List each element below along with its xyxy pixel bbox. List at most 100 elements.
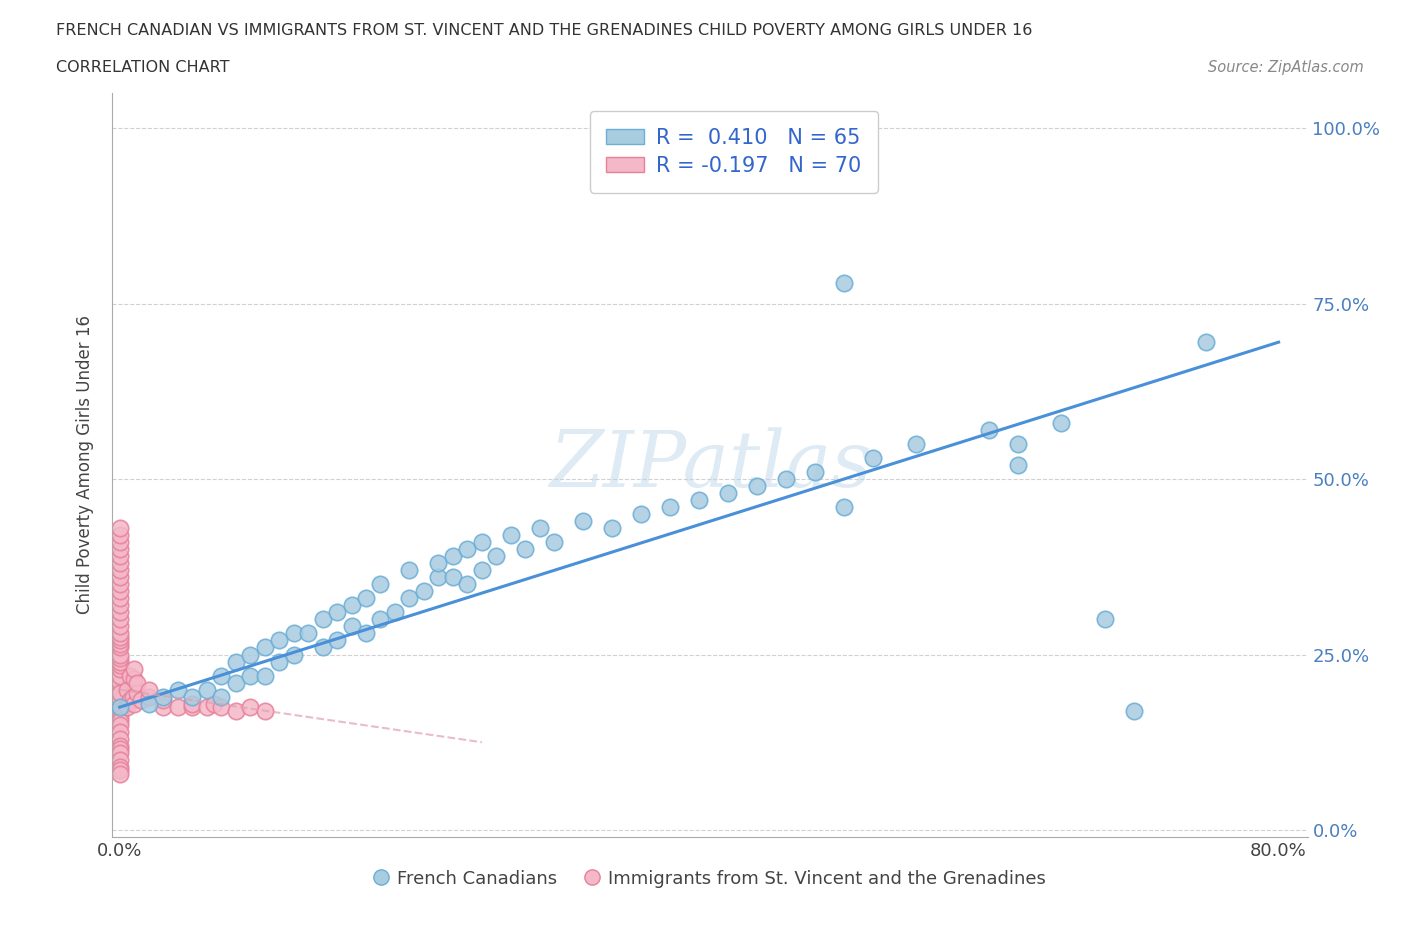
Point [108, 717, 131, 732]
Point [138, 689, 160, 704]
Point [115, 683, 138, 698]
Point [832, 499, 855, 514]
Point [600, 521, 623, 536]
Point [108, 745, 131, 760]
Point [115, 699, 138, 714]
Point [529, 521, 551, 536]
Point [354, 591, 377, 605]
Point [471, 535, 494, 550]
Point [108, 683, 131, 698]
Point [326, 633, 349, 648]
Point [181, 697, 204, 711]
Point [131, 693, 153, 708]
Point [108, 697, 131, 711]
Point [209, 689, 232, 704]
Point [905, 436, 928, 451]
Point [181, 699, 204, 714]
Point [108, 654, 131, 669]
Point [118, 668, 141, 683]
Point [977, 422, 1000, 437]
Point [122, 661, 145, 676]
Point [108, 658, 131, 672]
Point [652, 141, 675, 156]
Point [225, 654, 247, 669]
Point [108, 651, 131, 666]
Point [108, 591, 131, 605]
Point [108, 563, 131, 578]
Point [108, 724, 131, 739]
Point [427, 556, 450, 571]
Point [311, 640, 333, 655]
Point [108, 760, 131, 775]
Point [166, 699, 188, 714]
Point [166, 683, 188, 698]
Point [572, 513, 595, 528]
Point [384, 604, 406, 619]
Point [108, 699, 131, 714]
Point [239, 647, 262, 662]
Point [108, 542, 131, 557]
Text: FRENCH CANADIAN VS IMMIGRANTS FROM ST. VINCENT AND THE GRENADINES CHILD POVERTY : FRENCH CANADIAN VS IMMIGRANTS FROM ST. V… [56, 23, 1032, 38]
Legend: French Canadians, Immigrants from St. Vincent and the Grenadines: French Canadians, Immigrants from St. Vi… [367, 862, 1053, 895]
Point [108, 527, 131, 542]
Point [441, 570, 464, 585]
Point [1050, 416, 1073, 431]
Point [108, 693, 131, 708]
Point [108, 647, 131, 662]
Point [441, 549, 464, 564]
Point [630, 507, 652, 522]
Point [108, 570, 131, 585]
Point [267, 654, 290, 669]
Point [804, 465, 827, 480]
Point [413, 584, 436, 599]
Point [118, 693, 141, 708]
Point [427, 570, 450, 585]
Point [108, 535, 131, 550]
Point [398, 563, 420, 578]
Point [108, 619, 131, 634]
Text: ZIPatlas: ZIPatlas [548, 427, 872, 503]
Point [108, 675, 131, 690]
Point [225, 703, 247, 718]
Point [832, 275, 855, 290]
Point [108, 699, 131, 714]
Y-axis label: Child Poverty Among Girls Under 16: Child Poverty Among Girls Under 16 [76, 315, 94, 615]
Point [108, 707, 131, 722]
Point [1094, 612, 1116, 627]
Point [195, 699, 218, 714]
Point [253, 703, 276, 718]
Point [267, 633, 290, 648]
Point [862, 450, 884, 465]
Point [108, 763, 131, 777]
Point [108, 711, 131, 725]
Point [209, 668, 232, 683]
Point [543, 535, 565, 550]
Point [108, 742, 131, 757]
Point [108, 556, 131, 571]
Point [485, 549, 508, 564]
Point [239, 699, 262, 714]
Point [225, 675, 247, 690]
Point [108, 626, 131, 641]
Point [152, 699, 174, 714]
Point [283, 647, 305, 662]
Text: Source: ZipAtlas.com: Source: ZipAtlas.com [1208, 60, 1364, 75]
Point [108, 612, 131, 627]
Point [108, 661, 131, 676]
Point [122, 671, 145, 686]
Point [1007, 436, 1029, 451]
Point [127, 685, 149, 700]
Point [340, 598, 363, 613]
Point [340, 619, 363, 634]
Point [108, 738, 131, 753]
Point [717, 485, 740, 500]
Point [121, 689, 143, 704]
Point [108, 640, 131, 655]
Point [108, 685, 131, 700]
Point [108, 703, 131, 718]
Point [775, 472, 797, 486]
Point [253, 668, 276, 683]
Point [138, 683, 160, 698]
Point [108, 731, 131, 746]
Point [202, 697, 225, 711]
